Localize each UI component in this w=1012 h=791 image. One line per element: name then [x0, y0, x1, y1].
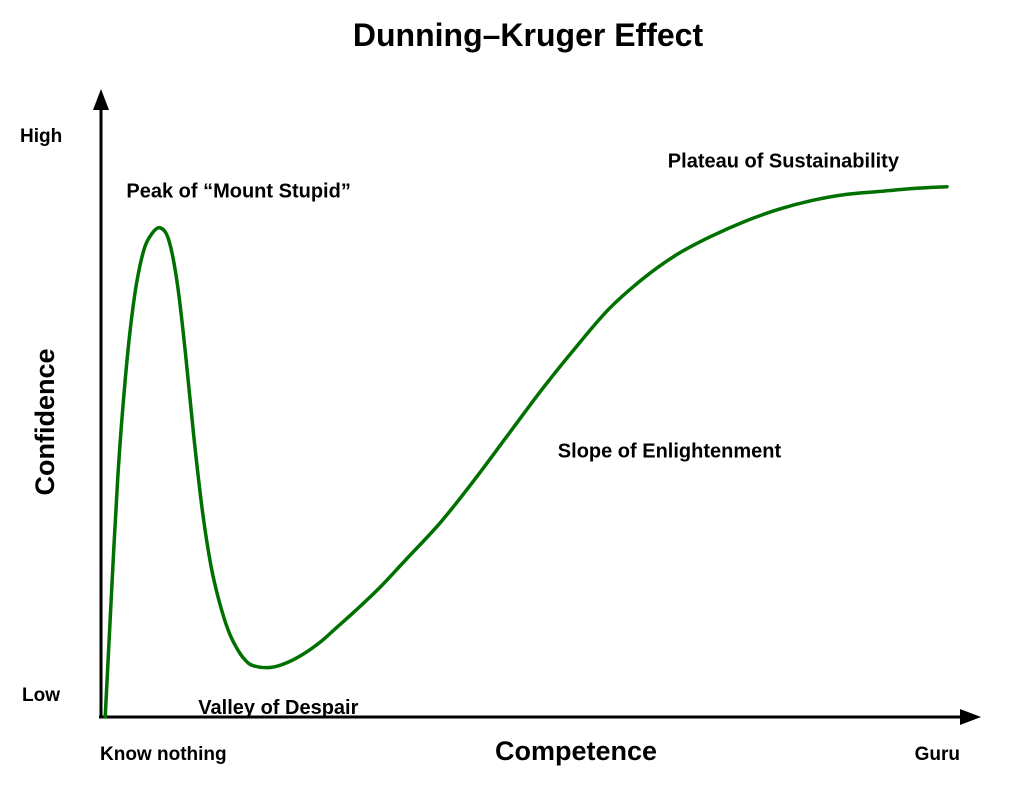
y-axis-title: Confidence [30, 348, 60, 495]
annotation-layer: Peak of “Mount Stupid” Valley of Despair S… [126, 150, 899, 719]
y-axis-arrowhead [93, 89, 109, 110]
x-tick-label-start: Know nothing [100, 744, 227, 765]
y-tick-label-high: High [20, 126, 62, 147]
x-tick-label-end: Guru [915, 744, 960, 765]
annotation-label: Valley of Despair [198, 697, 358, 719]
y-tick-label-low: Low [22, 685, 60, 706]
x-axis-title: Competence [495, 736, 657, 766]
annotation-label: Plateau of Sustainability [668, 150, 900, 172]
x-axis-arrowhead [960, 709, 981, 725]
series-layer [103, 184, 949, 719]
annotation-label: Slope of Enlightenment [558, 440, 782, 462]
annotation-label: Peak of “Mount Stupid” [126, 181, 350, 203]
confidence-curve-line [103, 184, 949, 719]
chart-title: Dunning–Kruger Effect [353, 17, 704, 53]
